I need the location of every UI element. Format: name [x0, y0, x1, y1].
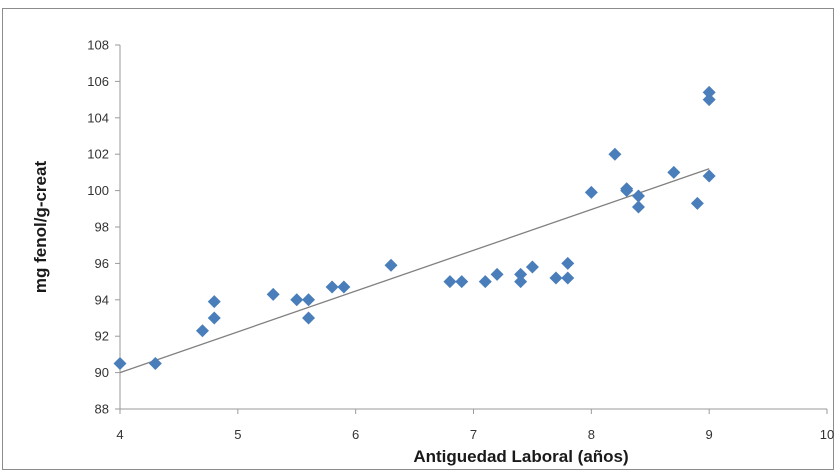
data-point: [608, 147, 622, 161]
x-tick-labels: 4 5 6 7 8 9 10: [116, 427, 834, 442]
data-point: [207, 311, 221, 325]
data-point: [631, 189, 645, 203]
y-tick-label: 94: [95, 292, 109, 307]
data-point: [667, 165, 681, 179]
y-tick-label: 88: [95, 402, 109, 417]
data-point: [702, 169, 716, 183]
x-tick-label: 5: [234, 427, 241, 442]
x-tick-label: 6: [352, 427, 359, 442]
data-point: [148, 357, 162, 370]
y-tick-label: 96: [95, 256, 109, 271]
data-point: [525, 260, 539, 274]
x-tick-label: 7: [470, 427, 477, 442]
data-point: [302, 311, 316, 325]
x-axis-title: Antiguedad Laboral (años): [413, 447, 628, 466]
data-point: [290, 293, 304, 307]
x-tick-label: 9: [706, 427, 713, 442]
data-point: [302, 293, 316, 307]
y-tick-label: 90: [95, 365, 109, 380]
data-point: [702, 85, 716, 99]
data-point: [478, 275, 492, 289]
y-tick-label: 98: [95, 220, 109, 235]
data-point: [561, 271, 575, 285]
data-point: [443, 275, 457, 289]
data-point: [702, 93, 716, 107]
y-tick-label: 106: [87, 74, 109, 89]
y-tick-label: 102: [87, 147, 109, 162]
data-point: [325, 280, 339, 294]
trend-line: [119, 168, 710, 374]
data-point: [514, 267, 528, 281]
x-tick-label: 10: [820, 427, 834, 442]
chart-frame: 88 90 92 94 96 98 100 102 104 106 108 4 5 6 7 8 9 10 Ant…: [2, 8, 834, 470]
data-point: [113, 357, 127, 370]
data-point: [584, 185, 598, 199]
data-point: [266, 287, 280, 301]
data-point: [207, 295, 221, 309]
data-point: [620, 182, 634, 196]
data-point: [337, 280, 351, 294]
data-point: [490, 267, 504, 281]
x-tick-label: 8: [588, 427, 595, 442]
y-tick-label: 92: [95, 329, 109, 344]
data-point: [384, 258, 398, 272]
scatter-chart: 88 90 92 94 96 98 100 102 104 106 108 4 5 6 7 8 9 10 Ant…: [31, 38, 834, 467]
data-point: [195, 324, 209, 338]
y-tick-labels: 88 90 92 94 96 98 100 102 104 106 108: [87, 38, 109, 417]
data-point: [549, 271, 563, 285]
data-point: [690, 196, 704, 210]
data-point: [631, 200, 645, 214]
data-point: [455, 275, 469, 289]
y-axis-title: mg fenol/g-creat: [31, 161, 50, 294]
y-tick-label: 100: [87, 183, 109, 198]
data-point: [561, 256, 575, 270]
data-points: [113, 85, 716, 370]
axes: [115, 44, 828, 414]
y-tick-label: 104: [87, 110, 109, 125]
data-point: [514, 275, 528, 289]
y-tick-label: 108: [87, 38, 109, 53]
x-tick-label: 4: [116, 427, 123, 442]
